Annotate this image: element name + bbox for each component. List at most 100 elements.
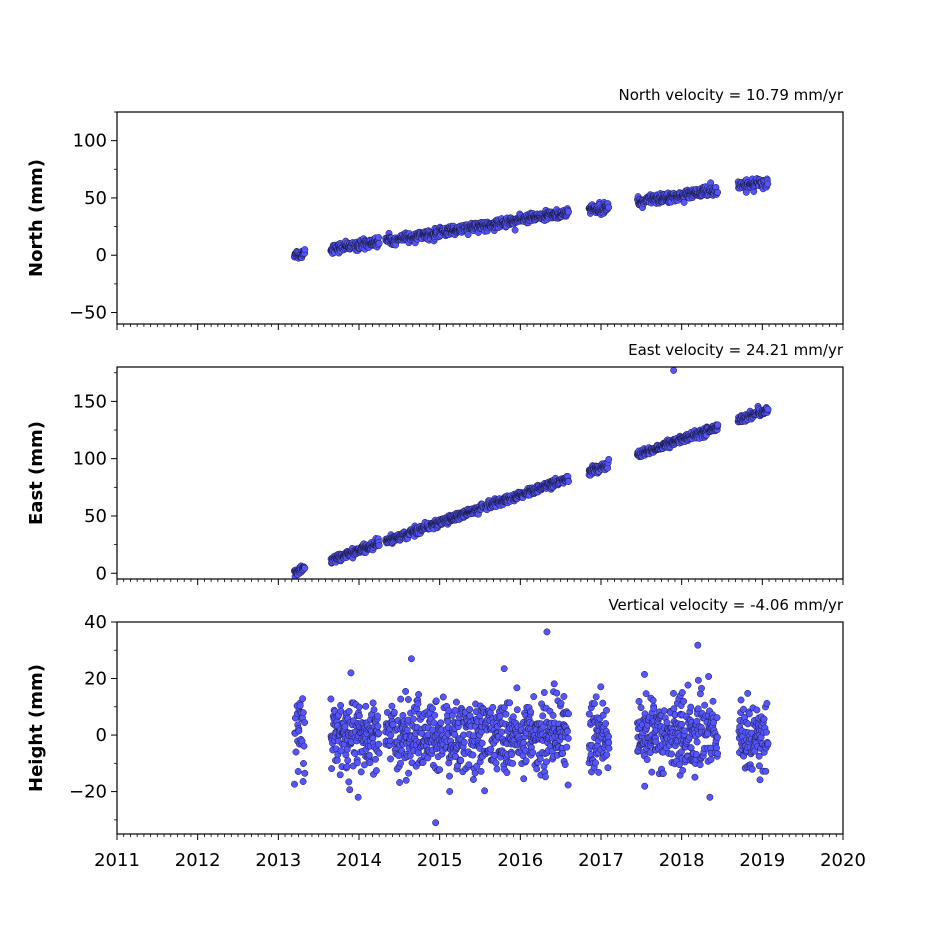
data-point xyxy=(560,693,568,700)
data-point xyxy=(414,700,422,708)
north-axes-frame xyxy=(116,111,844,325)
data-point xyxy=(397,759,404,767)
data-point xyxy=(389,720,397,728)
data-point xyxy=(663,719,671,727)
data-point xyxy=(635,697,643,705)
data-point xyxy=(397,695,405,703)
data-point xyxy=(670,689,677,697)
data-point xyxy=(585,710,593,718)
data-point xyxy=(563,727,571,735)
data-point xyxy=(375,749,383,757)
data-point xyxy=(756,776,764,784)
data-point xyxy=(369,699,377,707)
x-tick-label: 2014 xyxy=(336,850,382,871)
data-point xyxy=(553,689,561,697)
data-point xyxy=(592,693,600,701)
data-point xyxy=(714,750,722,757)
data-point xyxy=(755,762,763,770)
data-point xyxy=(649,696,657,704)
data-point xyxy=(406,752,414,760)
data-point xyxy=(520,775,528,783)
data-point xyxy=(659,769,667,777)
data-point xyxy=(561,761,569,769)
data-point xyxy=(457,756,465,764)
data-point xyxy=(345,707,353,715)
data-point xyxy=(550,680,558,688)
data-point xyxy=(529,749,537,756)
north-ylabel: North (mm) xyxy=(26,159,47,277)
data-point xyxy=(372,767,380,775)
data-point xyxy=(675,761,683,769)
data-point xyxy=(375,234,383,241)
data-point xyxy=(503,769,511,777)
data-point xyxy=(355,703,363,711)
data-point xyxy=(390,708,398,716)
east-points xyxy=(291,367,772,579)
data-point xyxy=(513,706,521,714)
data-point xyxy=(678,720,686,728)
data-point xyxy=(466,712,474,720)
data-point xyxy=(713,733,721,741)
height-panel: Vertical velocity = -4.06 mm/yr Height (m… xyxy=(26,596,866,871)
x-tick-label: 2018 xyxy=(659,850,705,871)
y-tick-label: 0 xyxy=(96,725,107,746)
data-point xyxy=(410,715,417,723)
data-point xyxy=(602,720,610,727)
y-tick-label: 100 xyxy=(73,449,107,470)
data-point xyxy=(694,705,702,713)
data-point xyxy=(511,226,519,234)
x-tick-label: 2012 xyxy=(175,850,221,871)
data-point xyxy=(299,778,307,785)
data-point xyxy=(641,782,649,790)
data-point xyxy=(592,759,599,767)
data-point xyxy=(328,765,336,773)
data-point xyxy=(446,772,453,780)
data-point xyxy=(487,745,495,753)
data-point xyxy=(343,763,351,771)
data-point xyxy=(509,713,517,721)
data-point xyxy=(540,689,548,696)
data-point xyxy=(696,761,704,769)
data-point xyxy=(565,710,572,718)
data-point xyxy=(698,684,705,692)
data-point xyxy=(431,711,439,719)
data-point xyxy=(519,739,527,747)
outlier-point xyxy=(347,669,355,677)
y-tick-label: −20 xyxy=(69,782,107,803)
outlier-point xyxy=(354,793,362,801)
data-point xyxy=(436,766,444,774)
data-point xyxy=(498,728,506,736)
outlier-point xyxy=(694,641,702,649)
data-point xyxy=(430,719,438,727)
data-point xyxy=(301,719,309,726)
data-point xyxy=(374,722,382,730)
data-point xyxy=(478,739,486,747)
data-point xyxy=(337,707,345,715)
y-tick-label: 50 xyxy=(84,188,107,209)
data-point xyxy=(469,776,477,783)
data-point xyxy=(496,712,504,720)
data-point xyxy=(444,718,452,726)
data-point xyxy=(680,697,688,705)
data-point xyxy=(301,769,309,777)
data-point xyxy=(764,405,772,413)
height-velocity-title: Vertical velocity = -4.06 mm/yr xyxy=(608,596,843,614)
y-tick-label: 40 xyxy=(84,612,107,633)
data-point xyxy=(446,788,454,795)
north-points xyxy=(291,175,772,262)
data-point xyxy=(705,673,713,680)
data-point xyxy=(452,698,460,706)
data-point xyxy=(565,478,572,485)
data-point xyxy=(375,729,383,737)
data-point xyxy=(701,701,709,709)
data-point xyxy=(755,752,763,760)
data-point xyxy=(704,730,712,738)
data-point xyxy=(605,203,613,211)
outlier-point xyxy=(543,628,551,636)
east-panel: East velocity = 24.21 mm/yr East (mm) 150 1… xyxy=(26,341,844,585)
data-point xyxy=(353,759,361,767)
data-point xyxy=(691,773,699,781)
data-point xyxy=(707,756,715,763)
data-point xyxy=(502,710,510,718)
data-point xyxy=(643,756,651,764)
